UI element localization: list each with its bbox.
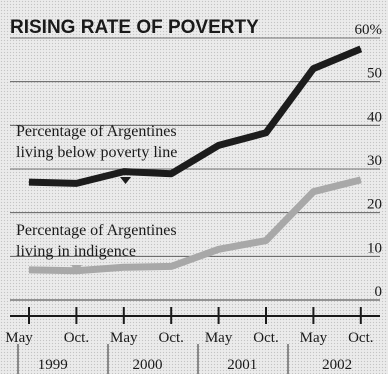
indigence-data-point	[360, 179, 362, 181]
y-tick-label: 0	[375, 284, 383, 300]
x-tick-label: May	[110, 330, 138, 346]
y-tick-labels: 0 10 20 30 40 50 60%	[355, 22, 383, 300]
poverty-data-point	[265, 132, 267, 134]
poverty-data-point	[170, 173, 172, 175]
x-tick-label: May	[5, 330, 33, 346]
indigence-data-point	[265, 240, 267, 242]
x-tick-label: Oct.	[158, 330, 183, 346]
x-tick-label: May	[300, 330, 328, 346]
y-tick-label: 40	[367, 109, 382, 125]
indigence-label-line-2: living in indigence	[16, 243, 136, 260]
indigence-data-point	[218, 248, 220, 250]
poverty-data-point	[218, 144, 220, 146]
y-tick-label: 10	[367, 240, 382, 256]
indigence-data-point	[170, 265, 172, 267]
year-label: 2000	[133, 357, 163, 373]
indigence-label-line-1: Percentage of Argentines	[16, 222, 177, 239]
x-tick-label: Oct.	[64, 330, 89, 346]
poverty-series-line	[28, 45, 363, 187]
year-label: 2001	[227, 357, 257, 373]
poverty-data-point	[28, 181, 30, 183]
x-tick-label: Oct.	[253, 330, 278, 346]
indigence-data-point	[312, 191, 314, 193]
y-tick-label: 60%	[355, 22, 383, 38]
poverty-data-point	[123, 171, 125, 173]
series-lines	[28, 45, 363, 275]
poverty-data-point	[75, 182, 77, 184]
year-label: 2002	[322, 357, 352, 373]
poverty-label-line-1: Percentage of Argentines	[16, 123, 177, 140]
indigence-label-pointer	[71, 265, 82, 272]
y-tick-label: 50	[367, 66, 382, 82]
poverty-label-line-2: living below poverty line	[16, 144, 177, 161]
chart-title: RISING RATE OF POVERTY	[10, 17, 259, 38]
poverty-data-point	[312, 68, 314, 70]
year-labels: 1999 2000 2001 2002	[38, 357, 352, 373]
poverty-label-pointer	[120, 177, 131, 184]
year-label: 1999	[38, 357, 68, 373]
y-tick-label: 30	[367, 153, 382, 169]
x-tick-label: Oct.	[348, 330, 373, 346]
x-tick-label: May	[205, 330, 233, 346]
indigence-data-point	[123, 266, 125, 268]
indigence-data-point	[28, 269, 30, 271]
x-tick-marks	[28, 307, 362, 324]
poverty-data-point	[360, 48, 362, 50]
x-tick-labels: May Oct. May Oct. May Oct. May Oct.	[5, 330, 373, 346]
y-tick-label: 20	[367, 197, 382, 213]
indigence-series-line	[28, 176, 362, 275]
